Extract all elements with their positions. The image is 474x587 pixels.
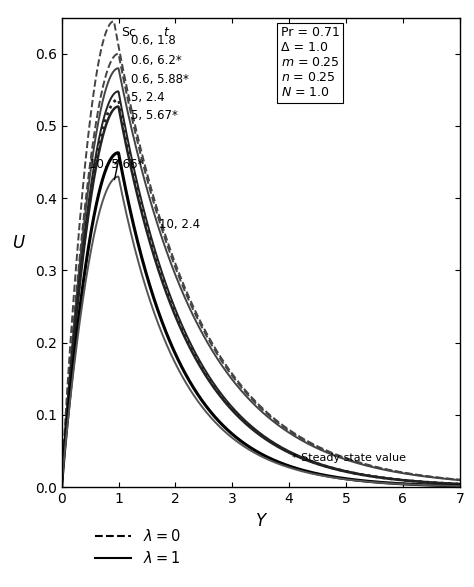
Text: 0.6, 5.88*: 0.6, 5.88* xyxy=(131,73,189,86)
Text: 10, 2.4: 10, 2.4 xyxy=(159,218,201,231)
Text: Sc       $t$: Sc $t$ xyxy=(121,26,171,39)
Legend: $\lambda = 0$, $\lambda = 1$: $\lambda = 0$, $\lambda = 1$ xyxy=(89,522,186,572)
Y-axis label: U: U xyxy=(12,234,24,252)
Text: 5, 2.4: 5, 2.4 xyxy=(131,92,164,104)
Text: Pr = 0.71
Δ = 1.0
$m$ = 0.25
$n$ = 0.25
$N$ = 1.0: Pr = 0.71 Δ = 1.0 $m$ = 0.25 $n$ = 0.25 … xyxy=(281,26,339,99)
Text: 0.6, 1.8: 0.6, 1.8 xyxy=(131,33,176,46)
Text: 0.6, 6.2*: 0.6, 6.2* xyxy=(131,54,182,67)
Text: * Steady state value: * Steady state value xyxy=(292,453,406,463)
X-axis label: Y: Y xyxy=(255,512,266,529)
Text: 5, 5.67*: 5, 5.67* xyxy=(131,109,178,122)
Text: 10, 5.66*: 10, 5.66* xyxy=(89,158,143,171)
